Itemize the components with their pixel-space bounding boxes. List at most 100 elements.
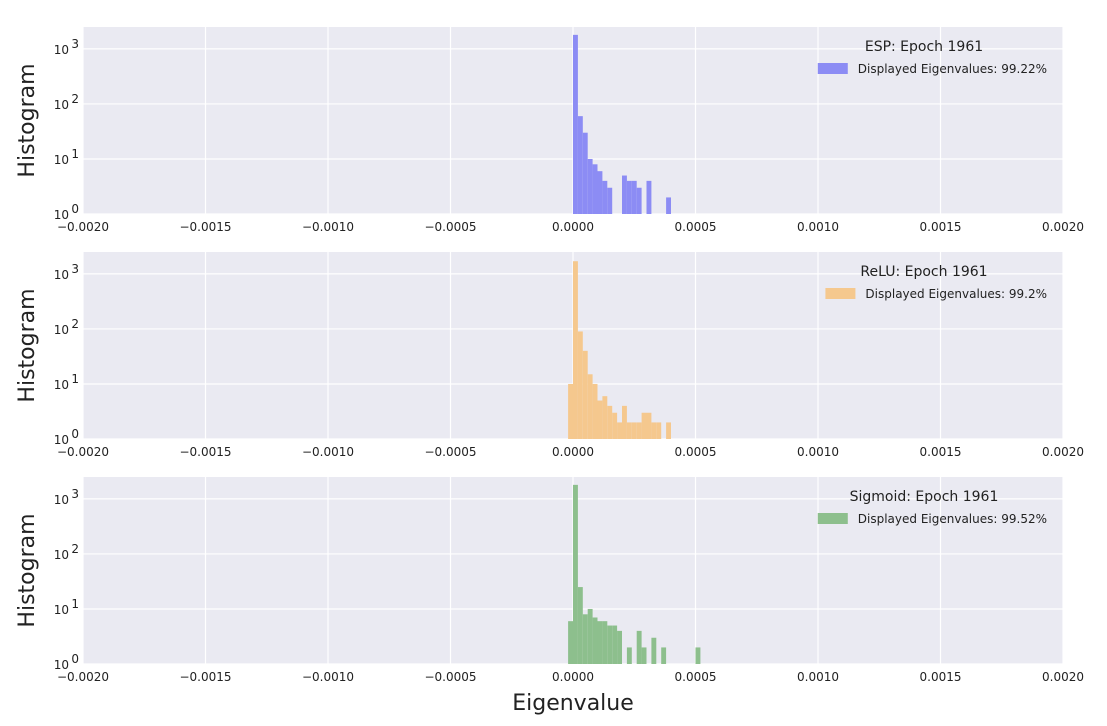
y-tick-base: 10 — [54, 548, 69, 562]
histogram-bar — [607, 625, 613, 664]
histogram-bar — [617, 630, 622, 664]
y-tick-base: 10 — [54, 153, 69, 167]
histogram-bar — [597, 171, 603, 214]
y-tick-exponent: 2 — [71, 542, 79, 556]
y-tick-exponent: 0 — [71, 652, 79, 666]
histogram-bar — [651, 422, 657, 439]
histogram-bar — [695, 647, 701, 664]
x-tick-label: 0.0005 — [675, 220, 717, 234]
legend-swatch — [817, 63, 848, 74]
y-tick-exponent: 1 — [71, 597, 79, 611]
histogram-bar — [568, 383, 573, 439]
y-tick-base: 10 — [54, 493, 69, 507]
histogram-bar — [626, 422, 632, 439]
x-tick-label: −0.0010 — [302, 220, 354, 234]
x-tick-label: −0.0005 — [424, 220, 476, 234]
y-tick-base: 10 — [54, 603, 69, 617]
x-tick-label: −0.0010 — [302, 445, 354, 459]
histogram-bar — [587, 158, 593, 214]
y-tick-label: 10 — [54, 323, 69, 337]
y-tick-exponent: 3 — [71, 37, 79, 51]
histogram-bar — [636, 422, 642, 439]
histogram-bar — [597, 400, 603, 439]
x-tick-label: −0.0015 — [179, 445, 231, 459]
x-tick-label: 0.0005 — [675, 670, 717, 684]
y-tick-label: 10 — [54, 658, 69, 672]
histogram-bar — [573, 261, 578, 439]
x-axis-label: Eigenvalue — [512, 691, 634, 716]
y-tick-label: 10 — [54, 98, 69, 112]
x-tick-label: 0.0010 — [797, 670, 839, 684]
legend-label: Displayed Eigenvalues: 99.52% — [858, 512, 1047, 526]
histogram-bar — [641, 647, 647, 664]
x-tick-label: 0.0020 — [1042, 220, 1084, 234]
x-tick-label: −0.0015 — [179, 670, 231, 684]
x-tick-label: 0.0000 — [552, 670, 594, 684]
x-tick-label: 0.0015 — [920, 220, 962, 234]
histogram-bar — [656, 422, 662, 439]
y-tick-exponent: 1 — [71, 372, 79, 386]
histogram-bar — [666, 422, 671, 439]
histogram-bar — [592, 617, 598, 664]
histogram-bar — [626, 180, 632, 214]
y-tick-label: 10 — [54, 433, 69, 447]
histogram-bar — [577, 116, 583, 214]
y-tick-base: 10 — [54, 98, 69, 112]
histogram-bar — [612, 625, 618, 664]
y-tick-exponent: 0 — [71, 427, 79, 441]
histogram-bar — [666, 197, 671, 214]
y-tick-label: 10 — [54, 378, 69, 392]
y-tick-label: 10 — [54, 268, 69, 282]
x-tick-label: 0.0015 — [920, 670, 962, 684]
histogram-bar — [587, 608, 593, 664]
x-tick-label: 0.0010 — [797, 445, 839, 459]
y-axis-label: Histogram — [15, 513, 40, 627]
histogram-bar — [636, 187, 642, 214]
histogram-bar — [582, 614, 588, 664]
histogram-bar — [636, 630, 642, 664]
x-tick-label: −0.0020 — [57, 670, 109, 684]
y-axis-label: Histogram — [15, 288, 40, 402]
histogram-bar — [602, 621, 608, 664]
y-tick-label: 10 — [54, 208, 69, 222]
histogram-bar — [582, 132, 588, 214]
histogram-bar — [631, 180, 637, 214]
y-tick-exponent: 3 — [71, 262, 79, 276]
x-tick-label: 0.0005 — [675, 445, 717, 459]
x-tick-label: −0.0015 — [179, 220, 231, 234]
y-tick-base: 10 — [54, 323, 69, 337]
chart-panel-1: −0.0020 −0.0015 −0.0010 −0.0005 0.0000 0.0005… — [15, 27, 1084, 234]
legend-title: ReLU: Epoch 1961 — [860, 264, 987, 280]
y-tick-base: 10 — [54, 658, 69, 672]
x-tick-label: −0.0005 — [424, 670, 476, 684]
histogram-bar — [597, 621, 603, 664]
y-tick-label: 10 — [54, 493, 69, 507]
y-tick-base: 10 — [54, 433, 69, 447]
histogram-bar — [607, 187, 613, 214]
histogram-bar — [651, 637, 657, 664]
chart-panel-3: −0.0020 −0.0015 −0.0010 −0.0005 0.0000 0.0005… — [15, 477, 1084, 716]
histogram-bar — [612, 412, 618, 439]
histogram-bar — [631, 422, 637, 439]
histogram-bar — [592, 164, 598, 214]
histogram-bar — [587, 374, 593, 439]
y-tick-label: 10 — [54, 43, 69, 57]
histogram-bar — [661, 647, 667, 664]
x-tick-label: 0.0000 — [552, 445, 594, 459]
y-tick-exponent: 2 — [71, 92, 79, 106]
y-tick-base: 10 — [54, 378, 69, 392]
x-tick-label: 0.0015 — [920, 445, 962, 459]
histogram-bar — [622, 175, 627, 214]
histogram-bar — [622, 405, 627, 439]
histogram-bar — [592, 383, 598, 439]
histogram-bar — [602, 180, 608, 214]
histogram-bar — [577, 587, 583, 664]
histogram-bar — [646, 180, 652, 214]
y-tick-label: 10 — [54, 548, 69, 562]
histogram-bar — [573, 484, 578, 664]
y-tick-base: 10 — [54, 268, 69, 282]
histogram-bar — [607, 405, 613, 439]
x-tick-label: 0.0020 — [1042, 670, 1084, 684]
y-tick-base: 10 — [54, 208, 69, 222]
histogram-bar — [641, 412, 647, 439]
